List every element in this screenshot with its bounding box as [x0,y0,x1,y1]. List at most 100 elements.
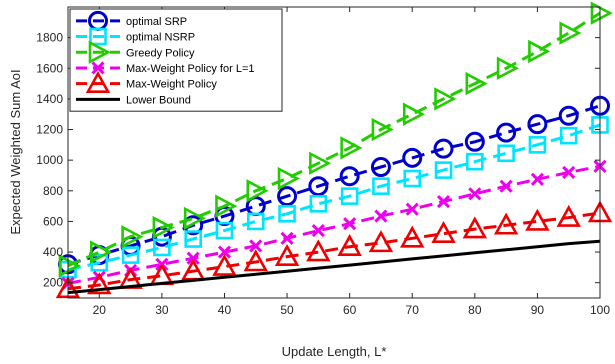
series-6 [67,239,601,295]
series-1-point-12 [402,147,423,168]
series-5-point-17 [556,204,581,227]
series-3-point-16 [528,39,551,64]
series-4-point-12-stroke-b [405,202,419,216]
series-4-point-7-stroke-b [249,239,263,253]
series-5-point-16 [525,208,550,231]
series-2-point-17 [559,126,578,145]
series-2-point-5 [184,230,202,248]
series-4-point-17-stroke-b [562,165,576,179]
series-4-point-5-stroke-b [186,251,200,265]
legend-swatch-marker-3 [88,40,111,64]
legend-item-5: Max-Weight Policy [76,70,217,93]
series-2-point-6 [215,221,234,240]
series-3-point-14 [465,71,488,96]
x-tick-label-6: 70 [406,303,420,317]
series-2-point-12 [403,169,422,188]
series-4-point-8-stroke-b [280,231,294,245]
series-3-point-17 [559,21,582,45]
series-2-point-13 [434,161,453,179]
x-axis-label: Update Length, L* [282,344,387,359]
series-5-point-8 [274,243,300,266]
y-tick-label-3: 600 [43,214,63,228]
series-2-point-2 [90,253,109,272]
series-4-point-13 [436,194,451,209]
series-4-point-16 [530,172,544,186]
series-4-point-8 [280,231,294,245]
legend-item-6: Lower Bound [76,94,191,106]
y-tick-label-5: 1000 [36,153,63,167]
legend-label-3: Greedy Policy [126,47,195,59]
series-5-point-12 [400,225,425,248]
series-1-point-13 [433,138,454,159]
legend-label-6: Lower Bound [126,94,191,106]
series-2-point-8 [278,204,296,223]
series-2-point-14 [466,152,484,171]
series-1-point-15 [496,122,517,143]
series-1-point-8 [277,186,298,207]
series-2-point-16 [528,136,547,154]
series-3-point-12 [402,102,426,126]
series-3-point-15 [496,56,519,80]
legend-item-2: optimal NSRP [76,27,195,46]
series-1-point-17 [558,105,579,126]
series-3-point-8 [277,166,300,191]
series-4-point-10 [343,217,357,231]
series-1-line [67,104,601,266]
series-4-point-6-stroke-b [217,245,232,259]
y-axis-label: Expected Weighted Sum AoI [8,69,23,234]
legend-swatch-marker-2 [89,27,107,46]
series-2-point-7 [246,212,265,231]
legend-item-4: Max-Weight Policy for L=1 [76,61,255,75]
series-4-point-16-stroke-b [530,172,544,186]
series-1-point-9 [308,176,329,197]
series-4-point-10-stroke-b [343,217,357,231]
series-4-point-14 [468,187,482,201]
x-tick-label-8: 90 [531,303,545,317]
x-tick-label-4: 50 [280,303,294,317]
series-5-point-13 [431,220,456,243]
series-3-point-7 [246,179,269,203]
series-2-point-11 [372,177,390,195]
series-5-point-10 [337,234,362,256]
series-4-point-7 [249,239,263,253]
y-tick-label-1: 200 [43,276,63,290]
series-5-point-9 [306,239,331,262]
series-3-point-4 [152,215,175,240]
series-3-point-6 [215,194,238,218]
series-4-point-6 [217,245,232,259]
series-3-point-5 [183,206,206,231]
y-tick-label-6: 1200 [36,123,63,137]
legend-label-4: Max-Weight Policy for L=1 [126,63,255,75]
legend-label-1: optimal SRP [126,16,187,28]
series-2-line [67,123,601,272]
series-4-point-15 [499,179,513,193]
series-5-point-15 [493,212,519,235]
series-3 [58,1,613,278]
legend-swatch-marker-4 [91,61,105,75]
series-3-point-2 [89,240,113,264]
series-4-point-9 [311,224,325,238]
series-4-point-15-stroke-b [499,179,513,193]
series-2-point-4 [153,238,171,257]
x-tick-label-9: 100 [590,303,610,317]
series-3-point-1 [58,254,81,278]
y-tick-label-2: 400 [43,245,63,259]
axes-frame [67,6,601,299]
legend-label-5: Max-Weight Policy [126,79,217,91]
y-tick-label-7: 1400 [36,92,63,106]
series-3-point-9 [309,151,332,175]
series-2-point-9 [309,195,328,213]
legend-label-2: optimal NSRP [126,32,195,44]
series-1-point-11 [370,157,391,178]
series-2-point-15 [497,144,515,163]
series-3-point-10 [340,136,363,160]
series-4-line [67,164,601,285]
series-1-point-14 [464,131,485,152]
legend-swatch-marker-4-stroke-b [91,61,105,75]
y-tick-label-8: 1600 [36,61,63,75]
series-4-point-17 [562,165,576,179]
series-4-point-9-stroke-b [311,224,325,238]
x-tick-label-2: 30 [155,303,169,317]
series-4-point-12 [405,202,419,216]
